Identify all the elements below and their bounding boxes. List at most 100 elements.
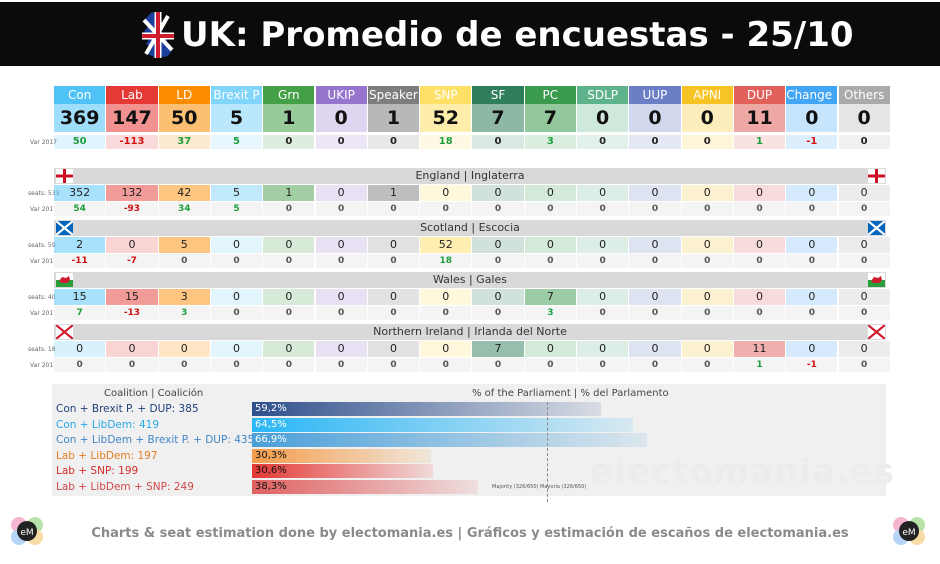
coalition-pct-label: 66,9% — [255, 434, 287, 446]
region-seat-grn: 0 — [263, 289, 315, 305]
region-seat-speaker: 0 — [367, 289, 420, 305]
region-change-lab: -7 — [106, 254, 158, 268]
coalition-chart: Coalition | Coalición % of the Parliamen… — [52, 384, 886, 502]
electomania-logo-right: eM — [893, 517, 925, 545]
region-seat-brexit-p: 5 — [210, 185, 263, 201]
region-change-lab: -13 — [106, 306, 158, 320]
region-seat-ukip: 0 — [315, 185, 367, 201]
region-seat-ld: 42 — [158, 185, 210, 201]
region-change-sf: 0 — [472, 202, 524, 216]
coalition-header: Coalition | Coalición — [104, 388, 204, 399]
region-change-apni: 0 — [681, 358, 733, 372]
region-seat-change-uk: 0 — [786, 185, 838, 201]
region-seat-uup: 0 — [629, 237, 681, 253]
region-seat-uup: 0 — [629, 289, 681, 305]
region-change-change-uk: 0 — [786, 202, 838, 216]
coalition-label: Lab + LibDem + SNP: 249 — [56, 481, 194, 493]
seat-value-sdlp: 0 — [577, 104, 629, 132]
seat-value-ld: 50 — [158, 104, 210, 132]
change-label: Var 2017 — [30, 310, 57, 317]
seats-label: seats: 18 — [28, 346, 56, 353]
region-seat-pc: 7 — [524, 289, 576, 305]
change-label: Var 2017 — [30, 258, 57, 265]
region-seat-dup: 0 — [733, 237, 786, 253]
party-header-pc: PC — [524, 86, 576, 104]
region-change-pc: 0 — [524, 202, 576, 216]
region-change-con: -11 — [54, 254, 106, 268]
coalition-label: Lab + SNP: 199 — [56, 465, 139, 478]
coalition-bar — [252, 480, 478, 494]
region-seat-pc: 0 — [524, 237, 576, 253]
party-header-others: Others — [838, 86, 890, 104]
change-label: Var 2017 — [30, 206, 57, 213]
region-change-change-uk: 0 — [786, 306, 838, 320]
region-bar — [54, 168, 886, 184]
region-change-dup: 1 — [733, 358, 786, 372]
region-change-ukip: 0 — [315, 306, 367, 320]
seat-change-sf: 0 — [472, 135, 524, 149]
region-seat-con: 0 — [54, 341, 106, 357]
region-change-con: 0 — [54, 358, 106, 372]
region-seat-grn: 1 — [263, 185, 315, 201]
region-seat-pc: 0 — [524, 341, 576, 357]
coalition-label: Lab + LibDem: 197 — [56, 449, 158, 462]
region-seat-others: 0 — [838, 237, 890, 253]
region-seat-brexit-p: 0 — [210, 289, 263, 305]
seat-change-grn: 0 — [263, 135, 315, 149]
region-seat-snp: 0 — [420, 341, 472, 357]
region-change-grn: 0 — [263, 306, 315, 320]
region-change-brexit-p: 5 — [210, 202, 263, 216]
region-seat-lab: 0 — [106, 341, 158, 357]
region-seat-lab: 132 — [106, 185, 158, 201]
region-seat-snp: 0 — [420, 289, 472, 305]
region-change-apni: 0 — [681, 306, 733, 320]
seat-change-dup: 1 — [733, 135, 786, 149]
coalition-pct-label: 30,3% — [255, 449, 287, 461]
region-seat-ld: 3 — [158, 289, 210, 305]
region-seat-sdlp: 0 — [577, 237, 629, 253]
region-name: England | Inglaterra — [415, 169, 525, 182]
region-seat-change-uk: 0 — [786, 341, 838, 357]
region-seat-con: 15 — [54, 289, 106, 305]
region-change-con: 7 — [54, 306, 106, 320]
party-header-lab: Lab — [106, 86, 158, 104]
region-change-ld: 0 — [158, 254, 210, 268]
party-header-sdlp: SDLP — [577, 86, 629, 104]
svg-text:eM: eM — [20, 528, 33, 538]
region-seat-apni: 0 — [681, 341, 733, 357]
region-change-uup: 0 — [629, 306, 681, 320]
region-change-ld: 34 — [158, 202, 210, 216]
region-change-snp: 0 — [420, 202, 472, 216]
england-flag-icon-left — [56, 169, 73, 183]
wales-flag-icon-right — [868, 273, 885, 287]
electomania-logo-left: eM — [11, 517, 43, 545]
party-header-ukip: UKIP — [315, 86, 367, 104]
region-name: Wales | Gales — [433, 273, 507, 286]
region-seat-ld: 0 — [158, 341, 210, 357]
region-change-dup: 0 — [733, 202, 786, 216]
region-seat-ukip: 0 — [315, 289, 367, 305]
footer-credit: Charts & seat estimation done by electom… — [91, 526, 849, 541]
region-seat-sf: 0 — [472, 289, 524, 305]
region-change-sf: 0 — [472, 254, 524, 268]
region-seat-uup: 0 — [629, 341, 681, 357]
region-change-pc: 3 — [524, 306, 576, 320]
region-seat-ld: 5 — [158, 237, 210, 253]
region-change-grn: 0 — [263, 358, 315, 372]
seat-value-sf: 7 — [472, 104, 524, 132]
region-change-others: 0 — [838, 306, 890, 320]
region-name: Northern Ireland | Irlanda del Norte — [373, 325, 567, 338]
seat-change-ld: 37 — [158, 135, 210, 149]
seats-label: seats: 533 — [28, 190, 60, 197]
region-change-uup: 0 — [629, 202, 681, 216]
region-seat-speaker: 1 — [367, 185, 420, 201]
region-change-others: 0 — [838, 202, 890, 216]
region-change-lab: 0 — [106, 358, 158, 372]
coalition-pct-label: 64,5% — [255, 418, 287, 430]
seat-change-others: 0 — [838, 135, 890, 149]
region-change-uup: 0 — [629, 358, 681, 372]
party-header-grn: Grn — [263, 86, 315, 104]
region-seat-lab: 15 — [106, 289, 158, 305]
region-change-speaker: 0 — [367, 358, 420, 372]
region-seat-sf: 0 — [472, 237, 524, 253]
